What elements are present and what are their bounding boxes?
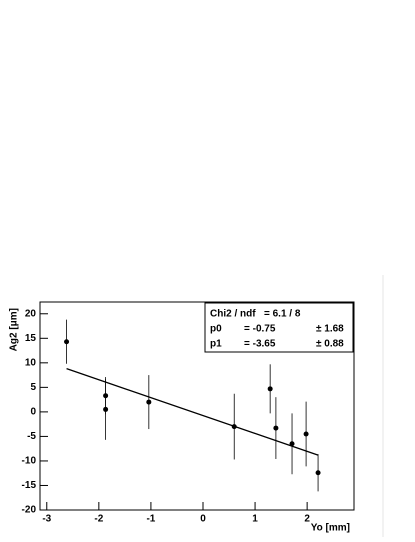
data-point [315, 470, 321, 476]
y-tick-label: -20 [22, 505, 37, 516]
stats-label: p0 [210, 324, 222, 335]
y-tick-label: 0 [30, 407, 36, 418]
stats-error: ± 1.68 [316, 324, 344, 335]
stats-label: Chi2 / ndf [210, 309, 256, 320]
x-axis-label: Yo [mm] [311, 523, 350, 534]
data-point [64, 339, 70, 345]
x-tick-label: -2 [94, 514, 103, 525]
x-tick-label: 1 [252, 514, 258, 525]
fit-line [66, 368, 319, 456]
stats-error: ± 0.88 [316, 339, 344, 350]
stats-value: = -3.65 [244, 339, 276, 350]
frame [39, 301, 355, 511]
y-tick-label: -5 [27, 431, 36, 442]
x-tick-label: -3 [42, 514, 51, 525]
y-tick-label: 15 [25, 333, 37, 344]
x-tick-label: 2 [304, 514, 310, 525]
y-tick-label: 20 [25, 308, 37, 319]
y-tick-label: -10 [22, 456, 37, 467]
x-tick-label: -1 [146, 514, 155, 525]
data-point [273, 425, 279, 431]
data-point [303, 431, 309, 437]
y-tick-label: -15 [22, 480, 37, 491]
y-axis-label: Ag2 [μm] [9, 308, 20, 351]
stats-value: = 6.1 / 8 [264, 309, 301, 320]
data-point [289, 441, 295, 447]
stats-box [204, 302, 354, 353]
data-point [103, 406, 109, 412]
data-point [146, 399, 152, 405]
y-tick-label: 10 [25, 357, 37, 368]
data-point [267, 386, 273, 392]
y-tick-label: 5 [30, 382, 36, 393]
stats-label: p1 [210, 339, 222, 350]
stats-value: = -0.75 [244, 324, 276, 335]
x-tick-label: 0 [200, 514, 206, 525]
